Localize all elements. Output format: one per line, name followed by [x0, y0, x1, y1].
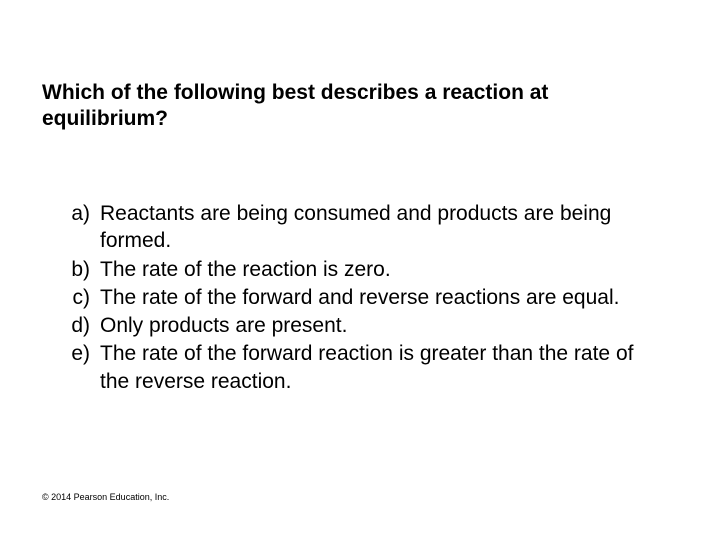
options-list: a) Reactants are being consumed and prod…: [66, 200, 640, 396]
option-a: a) Reactants are being consumed and prod…: [66, 200, 640, 255]
option-marker: a): [66, 200, 100, 255]
option-marker: e): [66, 340, 100, 395]
option-text: The rate of the forward and reverse reac…: [100, 284, 640, 311]
option-text: The rate of the reaction is zero.: [100, 256, 640, 283]
option-text: Only products are present.: [100, 312, 640, 339]
question-text: Which of the following best describes a …: [42, 80, 660, 133]
option-b: b) The rate of the reaction is zero.: [66, 256, 640, 283]
option-d: d) Only products are present.: [66, 312, 640, 339]
option-text: The rate of the forward reaction is grea…: [100, 340, 640, 395]
option-marker: b): [66, 256, 100, 283]
option-text: Reactants are being consumed and product…: [100, 200, 640, 255]
option-c: c) The rate of the forward and reverse r…: [66, 284, 640, 311]
option-marker: d): [66, 312, 100, 339]
option-e: e) The rate of the forward reaction is g…: [66, 340, 640, 395]
copyright-text: © 2014 Pearson Education, Inc.: [42, 492, 169, 502]
option-marker: c): [66, 284, 100, 311]
